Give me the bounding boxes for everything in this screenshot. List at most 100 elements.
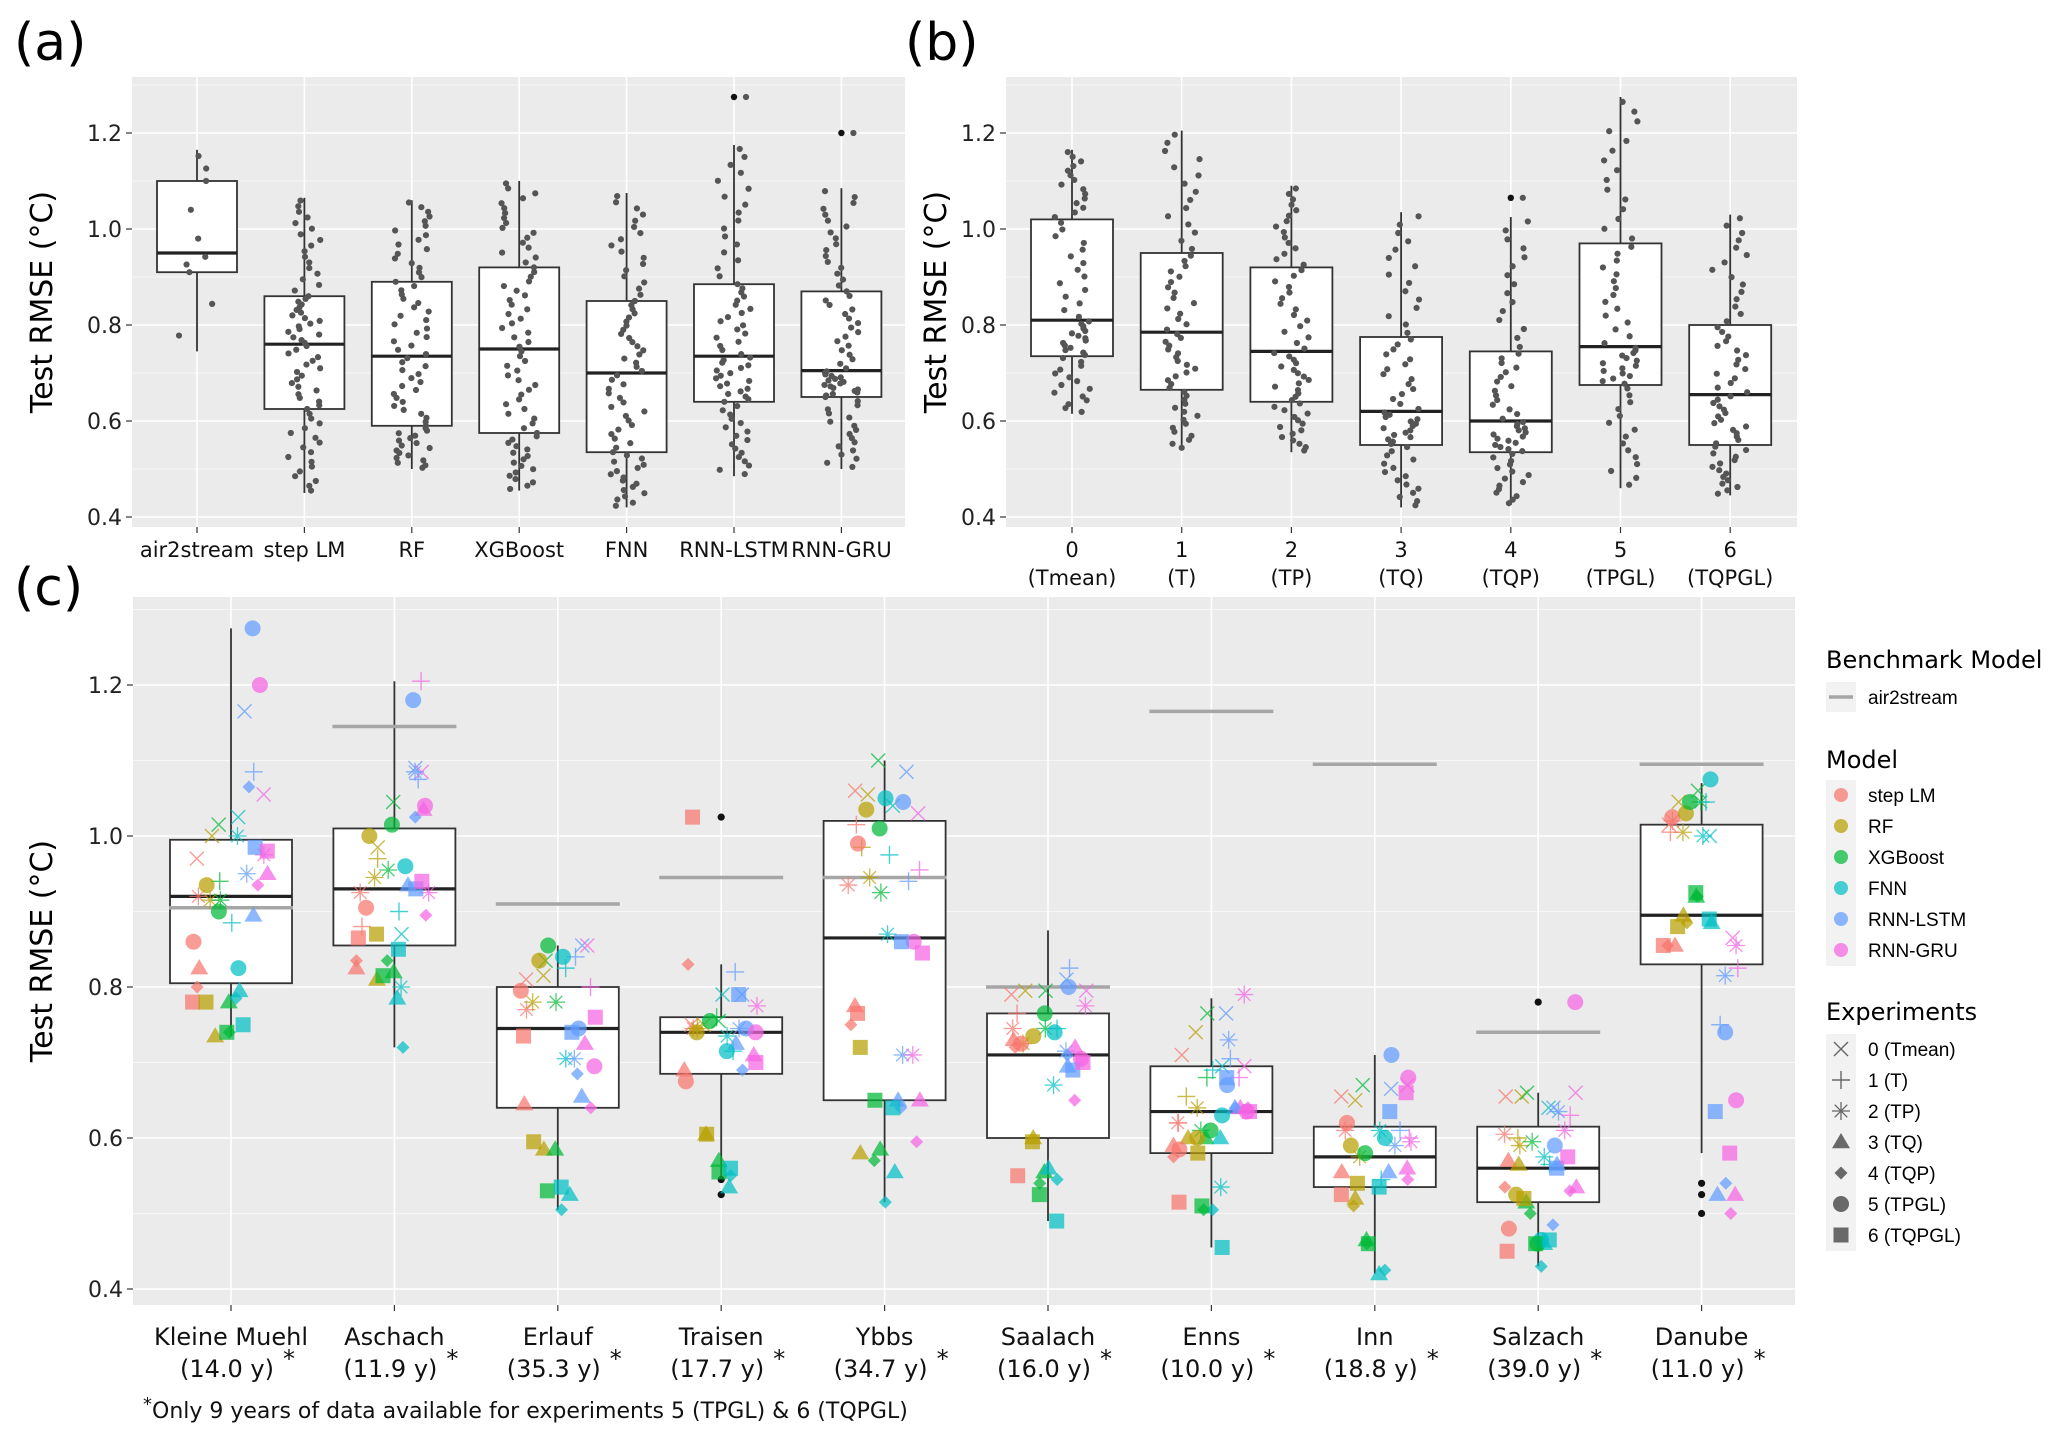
marker-diamond [349, 954, 363, 968]
data-point [525, 386, 533, 393]
data-point [638, 455, 646, 462]
data-point [722, 424, 729, 431]
data-point [309, 357, 316, 364]
data-point [733, 241, 741, 248]
data-point [405, 199, 413, 206]
data-point [1632, 454, 1639, 461]
data-point [739, 285, 746, 292]
data-point [1728, 274, 1735, 281]
marker-asterisk [1235, 985, 1254, 1004]
data-point [1071, 176, 1078, 184]
marker-square [1010, 1168, 1026, 1184]
data-point [314, 270, 321, 277]
data-point [720, 249, 728, 256]
marker-square [1371, 1179, 1387, 1195]
x-tick-asterisk: * [1263, 1345, 1275, 1373]
data-point [1628, 243, 1635, 250]
x-tick-label: Danube [1655, 1323, 1749, 1351]
data-point [721, 193, 728, 200]
marker-square [350, 930, 366, 946]
data-point [423, 333, 430, 341]
marker-diamond [867, 1154, 881, 1168]
marker-square [1528, 1236, 1544, 1252]
data-point [1181, 257, 1188, 265]
marker-circle [1342, 1137, 1359, 1154]
data-point [1507, 457, 1515, 465]
points-layer [185, 620, 1747, 1281]
marker-triangle [258, 864, 277, 881]
data-point [1521, 254, 1528, 261]
marker-triangle [1708, 1185, 1727, 1201]
data-point [1172, 373, 1179, 380]
marker-plus [412, 672, 431, 691]
marker-circle [1702, 771, 1719, 788]
data-point [716, 273, 723, 280]
box-iqr [1359, 336, 1443, 446]
data-point [408, 374, 415, 382]
data-point [636, 351, 643, 358]
data-point [187, 206, 194, 213]
marker-plus [368, 849, 387, 868]
data-point [1727, 393, 1734, 400]
data-point [822, 297, 829, 304]
data-point [521, 292, 529, 299]
marker-square [1349, 1175, 1365, 1191]
marker-stroke [1833, 1041, 1849, 1057]
data-point [295, 391, 302, 398]
data-point [621, 355, 628, 362]
data-point [513, 287, 520, 294]
data-point [522, 259, 529, 266]
marker-square [1541, 1232, 1557, 1248]
marker-asterisk [839, 876, 858, 895]
data-point [307, 449, 315, 456]
data-point [1513, 364, 1520, 371]
marker-plus [880, 845, 899, 864]
data-point [532, 254, 539, 261]
data-point [1301, 345, 1308, 352]
data-point [1174, 331, 1181, 338]
marker-diamond [1719, 1176, 1733, 1190]
data-point [1164, 377, 1172, 384]
x-tick-label: Ybbs [855, 1323, 914, 1351]
data-point [398, 287, 405, 294]
outlier-point [838, 129, 845, 137]
data-point [1719, 480, 1726, 487]
data-point [1392, 246, 1399, 253]
data-point [747, 305, 754, 312]
data-point [832, 235, 839, 242]
data-point [1736, 215, 1743, 222]
data-point [1299, 420, 1306, 427]
data-point [1511, 281, 1518, 288]
marker-x [230, 809, 246, 825]
data-point [1292, 185, 1299, 192]
data-point [820, 205, 827, 212]
marker-asterisk [406, 762, 425, 781]
data-point [1632, 344, 1639, 351]
data-point [623, 267, 630, 274]
x-tick-label: 4 [1504, 538, 1517, 562]
data-point [399, 359, 406, 366]
marker-square [1214, 1239, 1230, 1255]
data-point [1622, 196, 1629, 203]
data-point [1181, 180, 1188, 187]
data-point [507, 485, 514, 493]
data-point [306, 410, 313, 417]
data-point [1079, 393, 1086, 400]
data-point [399, 382, 406, 390]
data-point [632, 217, 639, 224]
marker-circle [858, 801, 875, 818]
marker-triangle [1726, 1185, 1745, 1201]
data-point [614, 496, 621, 503]
data-point [727, 370, 734, 377]
data-point [1402, 288, 1409, 295]
data-point [1504, 272, 1511, 279]
data-point [1525, 471, 1532, 479]
marker-triangle [560, 1185, 579, 1201]
marker-stroke [579, 937, 595, 953]
data-point [1380, 425, 1387, 432]
marker-plus [1177, 1087, 1196, 1106]
y-tick-label: 1.2 [961, 122, 996, 147]
x-tick-sublabel: (Tmean) [1028, 566, 1117, 590]
data-point [1634, 118, 1641, 125]
box-4 [1468, 217, 1553, 505]
